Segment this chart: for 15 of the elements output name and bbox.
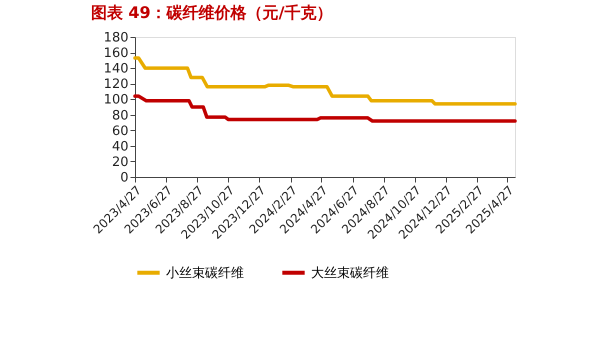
y-tick-label: 160: [104, 46, 128, 62]
y-tick-label: 100: [104, 92, 128, 108]
y-tick-label: 0: [120, 170, 128, 186]
line-series: [133, 94, 517, 123]
y-tick-label: 140: [104, 62, 128, 77]
legend-label: 大丝束碳纤维: [311, 266, 389, 281]
legend-label: 小丝束碳纤维: [166, 266, 244, 281]
y-tick-label: 40: [112, 139, 128, 154]
y-tick-label: 120: [104, 77, 128, 92]
chart-title: 图表 49：碳纤维价格（元/千克）: [90, 3, 332, 22]
y-tick-label: 20: [112, 154, 128, 170]
y-tick-label: 80: [112, 108, 128, 124]
y-tick-label: 60: [112, 124, 128, 139]
y-tick-label: 180: [104, 30, 128, 46]
line-series: [133, 56, 517, 106]
